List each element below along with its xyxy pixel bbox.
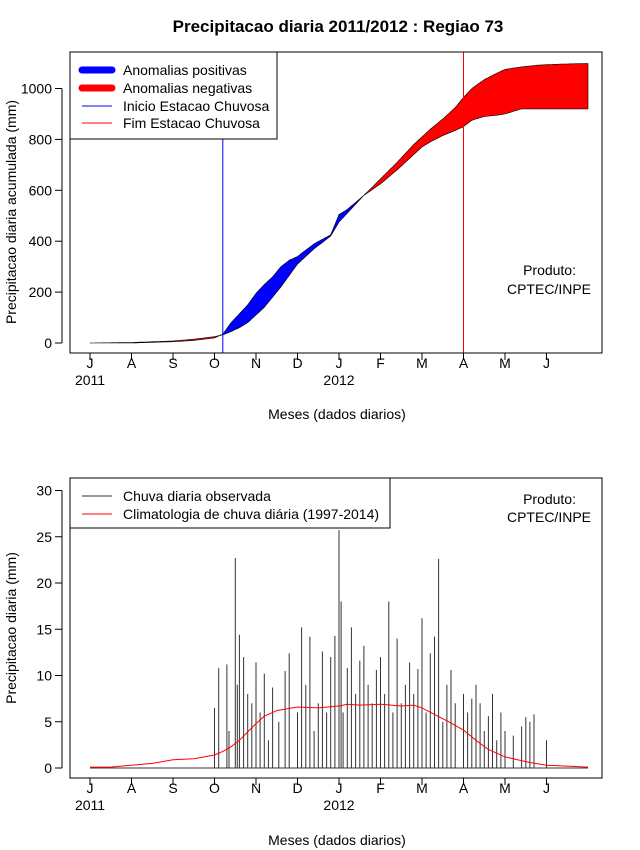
bottom-x-tick-label: O <box>209 780 220 796</box>
bottom-y-tick-label: 25 <box>36 529 52 545</box>
bottom-x-tick-label: S <box>168 780 177 796</box>
bottom-x-tick-label: J <box>543 780 550 796</box>
bottom-y-tick-label: 0 <box>44 760 52 776</box>
bottom-x-tick-label: J <box>336 780 343 796</box>
legend-label-anomalias-negativas: Anomalias negativas <box>123 80 252 96</box>
bottom-y-axis-label: Precipitacao diaria (mm) <box>3 552 19 704</box>
bottom-legend-box <box>69 477 391 529</box>
legend-label-climatologia: Climatologia de chuva diária (1997-2014) <box>123 506 379 522</box>
bottom-y-tick-label: 20 <box>36 575 52 591</box>
climatology-line <box>90 703 589 768</box>
bottom-annotation-cptec: CPTEC/INPE <box>507 509 591 525</box>
top-year-label: 2012 <box>323 372 354 388</box>
top-x-tick-label: J <box>336 355 343 371</box>
bottom-x-tick-label: N <box>251 780 261 796</box>
top-y-tick-label: 800 <box>29 131 53 147</box>
top-annotation-produto: Produto: <box>523 262 576 278</box>
bottom-x-tick-label: M <box>499 780 511 796</box>
bottom-climatology-line <box>90 703 589 768</box>
bottom-x-tick-label: D <box>292 780 302 796</box>
top-x-tick-label: F <box>376 355 385 371</box>
top-x-tick-label: A <box>459 355 469 371</box>
bottom-year-label: 2011 <box>75 797 105 813</box>
legend-label-inicio-estacao: Inicio Estacao Chuvosa <box>123 98 270 114</box>
top-y-tick-label: 1000 <box>21 81 52 97</box>
top-x-tick-label: M <box>499 355 511 371</box>
legend-label-chuva-observada: Chuva diaria observada <box>123 488 271 504</box>
anomaly-negative-area <box>90 334 221 344</box>
chart-title: Precipitacao diaria 2011/2012 : Regiao 7… <box>173 17 504 36</box>
bottom-y-tick-label: 5 <box>44 714 52 730</box>
bottom-daily-bars <box>90 530 588 769</box>
top-y-tick-label: 400 <box>29 233 53 249</box>
top-x-tick-label: O <box>209 355 220 371</box>
bottom-legend: Chuva diaria observada Climatologia de c… <box>69 477 391 529</box>
top-anomaly-fills <box>90 63 589 344</box>
bottom-x-axis-label: Meses (dados diarios) <box>268 832 406 848</box>
bottom-x-tick-label: A <box>127 780 137 796</box>
top-x-tick-label: D <box>292 355 302 371</box>
anomaly-positive-area <box>219 193 366 336</box>
top-y-tick-label: 0 <box>44 335 52 351</box>
top-annotation-cptec: CPTEC/INPE <box>507 281 591 297</box>
legend-label-fim-estacao: Fim Estacao Chuvosa <box>123 115 260 131</box>
top-x-tick-label: M <box>416 355 428 371</box>
anomaly-negative-area <box>363 63 589 196</box>
legend-label-anomalias-positivas: Anomalias positivas <box>123 62 247 78</box>
top-y-tick-label: 200 <box>29 284 53 300</box>
bottom-x-tick-label: F <box>376 780 385 796</box>
top-y-axis-label: Precipitacao diaria acumulada (mm) <box>3 100 19 324</box>
bottom-x-tick-label: M <box>416 780 428 796</box>
bottom-y-tick-label: 15 <box>36 621 52 637</box>
bottom-y-axis: 0 5 10 15 20 25 30 <box>36 483 63 776</box>
bottom-x-tick-label: A <box>459 780 469 796</box>
top-x-tick-label: N <box>251 355 261 371</box>
top-year-label: 2011 <box>75 372 105 388</box>
bottom-y-tick-label: 10 <box>36 668 52 684</box>
bottom-year-label: 2012 <box>323 797 354 813</box>
top-x-tick-label: A <box>127 355 137 371</box>
top-legend: Anomalias positivas Anomalias negativas … <box>69 51 278 140</box>
top-x-tick-label: S <box>168 355 177 371</box>
top-y-axis: 0 200 400 600 800 1000 <box>21 81 63 351</box>
top-x-axis-label: Meses (dados diarios) <box>268 406 406 422</box>
top-x-tick-label: J <box>87 355 94 371</box>
bottom-y-tick-label: 30 <box>36 483 52 499</box>
top-x-tick-label: J <box>543 355 550 371</box>
bottom-annotation-produto: Produto: <box>523 491 576 507</box>
bottom-x-tick-label: J <box>87 780 94 796</box>
top-y-tick-label: 600 <box>29 182 53 198</box>
